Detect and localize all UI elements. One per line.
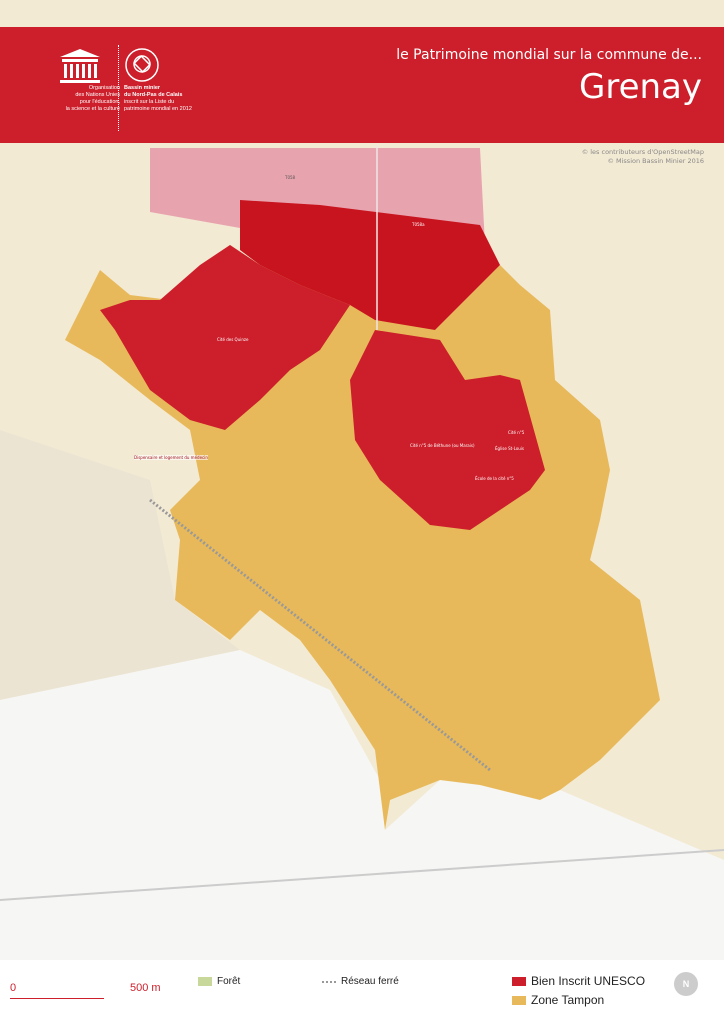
map[interactable] bbox=[0, 0, 724, 960]
legend: 0 500 m Forêt Réseau ferré Bien Inscrit … bbox=[0, 960, 724, 1024]
cite-label: Cité n°5 bbox=[508, 430, 525, 435]
unesco-line: des Nations Unies bbox=[75, 92, 120, 98]
site-text: Bassin minier du Nord-Pas de Calais insc… bbox=[124, 85, 244, 113]
legend-foret: Forêt bbox=[198, 976, 240, 987]
legend-rail: Réseau ferré bbox=[322, 976, 399, 987]
dispensaire-label: Dispensaire et logement du médecin bbox=[134, 455, 208, 460]
urban-light-area bbox=[0, 430, 240, 700]
legend-label: Forêt bbox=[217, 976, 241, 987]
cite-west-inscribed bbox=[100, 245, 350, 430]
site-line: inscrit sur la Liste du bbox=[124, 99, 175, 105]
credits: © les contributeurs d'OpenStreetMap © Mi… bbox=[582, 148, 704, 166]
legend-label: Réseau ferré bbox=[341, 976, 399, 987]
unesco-line: pour l'éducation, bbox=[79, 99, 120, 105]
rail-swatch bbox=[322, 980, 336, 983]
cite-label: Cité n°5 de Béthune (ou Marais) bbox=[410, 443, 475, 448]
foret-swatch bbox=[198, 977, 212, 986]
cite-label: Cité des Quinze bbox=[217, 337, 249, 342]
scale-bar bbox=[10, 998, 104, 999]
page-subtitle: le Patrimoine mondial sur la commune de.… bbox=[396, 47, 702, 63]
road bbox=[0, 849, 724, 901]
site-line: Bassin minier bbox=[124, 85, 161, 91]
site-line: patrimoine mondial en 2012 bbox=[124, 106, 192, 112]
legend-label: Bien Inscrit UNESCO bbox=[531, 974, 646, 988]
legend-bien: Bien Inscrit UNESCO bbox=[512, 974, 645, 988]
ecole-label: École de la cité n°5 bbox=[475, 476, 514, 481]
credit-mission: © Mission Bassin Minier 2016 bbox=[607, 157, 704, 165]
zone-swatch bbox=[512, 995, 526, 1005]
unesco-text: Organisation des Nations Unies pour l'éd… bbox=[40, 85, 120, 113]
terril-inscribed bbox=[240, 200, 500, 330]
site-line: du Nord-Pas de Calais bbox=[124, 92, 183, 98]
scale-end: 500 m bbox=[130, 982, 161, 994]
north-arrow-icon: N bbox=[674, 972, 698, 996]
unesco-line: la science et la culture bbox=[65, 106, 120, 112]
header-banner: Organisation des Nations Unies pour l'éd… bbox=[0, 27, 724, 143]
bien-swatch bbox=[512, 976, 526, 986]
unesco-line: Organisation bbox=[88, 85, 120, 91]
unesco-logo-icon bbox=[60, 49, 100, 83]
divider bbox=[118, 45, 119, 131]
eglise-label: Église St-Louis bbox=[495, 446, 524, 451]
scale-start: 0 bbox=[10, 982, 17, 994]
legend-zone: Zone Tampon bbox=[512, 993, 604, 1007]
credit-osm: © les contributeurs d'OpenStreetMap bbox=[581, 148, 704, 156]
terril-label: T058 bbox=[285, 175, 296, 180]
railway bbox=[149, 498, 491, 772]
cite-east-inscribed bbox=[350, 330, 545, 530]
world-heritage-emblem-icon bbox=[125, 48, 159, 82]
white-area bbox=[0, 650, 724, 960]
page-title: Grenay bbox=[578, 67, 702, 107]
legend-label: Zone Tampon bbox=[531, 993, 605, 1007]
terril-label: T058a bbox=[412, 222, 425, 227]
